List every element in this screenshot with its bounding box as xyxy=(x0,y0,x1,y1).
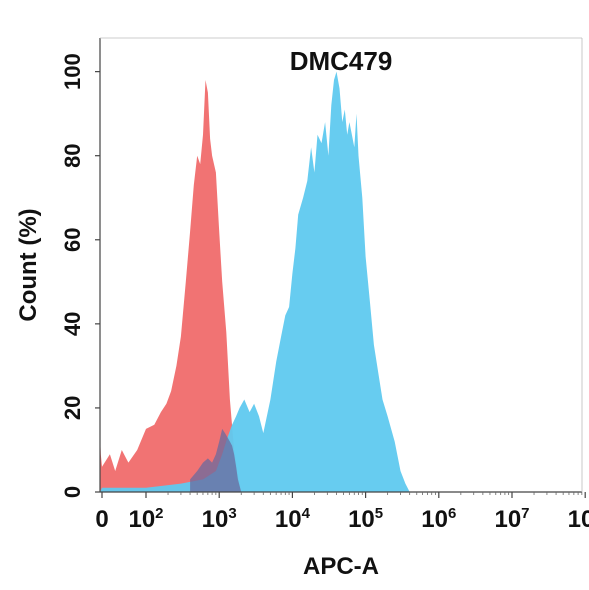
x-axis-title: APC-A xyxy=(303,553,379,580)
y-axis-title: Count (%) xyxy=(15,208,42,321)
y-tick-label: 0 xyxy=(60,486,85,498)
x-tick-label: 0 xyxy=(95,506,108,533)
y-tick-layer: 0 20 40 60 80 100 xyxy=(60,53,100,498)
x-tick-label: 106 xyxy=(421,505,456,533)
x-tick-label: 107 xyxy=(494,505,529,533)
y-tick-label: 40 xyxy=(60,312,85,336)
y-tick-label: 60 xyxy=(60,228,85,252)
series-area-1 xyxy=(100,80,242,492)
x-tick-label: 105 xyxy=(348,505,383,533)
x-tick-label: 102 xyxy=(128,505,163,533)
series-layer xyxy=(100,71,410,492)
y-tick-label: 100 xyxy=(60,53,85,90)
series-area-2 xyxy=(100,71,410,492)
x-tick-label: 104 xyxy=(275,505,311,533)
y-tick-label: 80 xyxy=(60,143,85,167)
x-tick-label: 103 xyxy=(202,505,237,533)
y-tick-label: 20 xyxy=(60,396,85,420)
series-overlap-area xyxy=(190,428,242,492)
x-tick-label: 108 xyxy=(568,505,589,533)
x-tick-layer: 0 102 103 104 105 106 107 108 xyxy=(95,492,589,533)
axis-layer xyxy=(99,37,583,493)
chart-title: DMC479 xyxy=(290,46,393,76)
